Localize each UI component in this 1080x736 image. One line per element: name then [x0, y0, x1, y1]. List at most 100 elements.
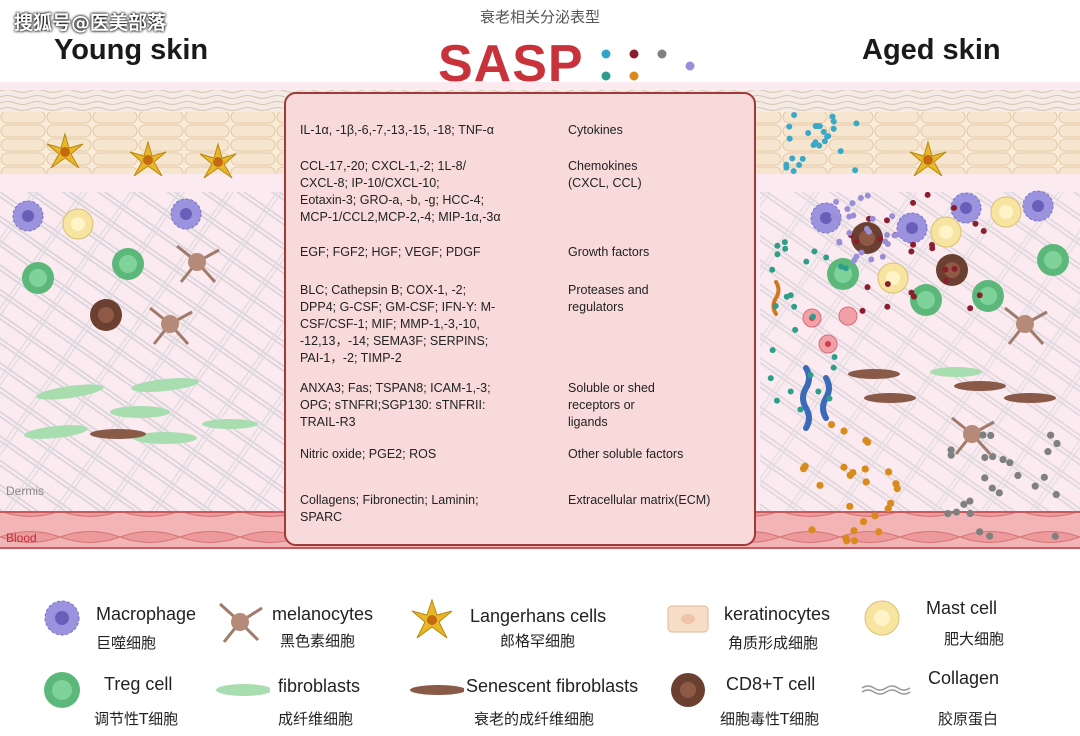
legend-label-zh: 细胞毒性T细胞 — [720, 710, 820, 728]
sasp-particle — [852, 167, 859, 174]
sasp-particle — [790, 168, 797, 175]
sasp-dot — [601, 49, 611, 59]
sasp-particle — [786, 135, 793, 142]
sasp-particle — [803, 258, 810, 265]
senescent-cell — [838, 306, 858, 326]
sasp-particle — [966, 497, 974, 505]
sasp-particle — [840, 463, 848, 471]
sasp-factor-line: CCL-17,-20; CXCL-1,-2; 1L-8/ — [300, 159, 467, 173]
senescent-fibroblast — [864, 393, 916, 403]
sasp-particle — [884, 303, 891, 310]
sasp-particle — [797, 406, 804, 413]
sasp-particle — [951, 204, 958, 211]
sasp-particle — [825, 133, 832, 140]
legend-label: melanocytes — [272, 604, 374, 624]
sasp-particle — [910, 293, 917, 300]
sasp-particle — [980, 227, 987, 234]
sasp-particle — [836, 238, 843, 245]
sasp-factor-line: IL-1α, -1β,-6,-7,-13,-15, -18; TNF-α — [300, 123, 494, 137]
treg-cell — [910, 284, 942, 316]
sasp-category-line: Extracellular matrix(ECM) — [568, 493, 711, 507]
legend: Macrophage 巨噬细胞 melanocytes 黑色素细胞 Langerhans… — [0, 582, 1080, 736]
sasp-particle — [837, 148, 844, 155]
sasp-particle — [827, 420, 836, 429]
sasp-particle — [979, 431, 987, 439]
sasp-particle — [869, 215, 876, 222]
sasp-particle — [840, 427, 848, 435]
sasp-particle — [782, 245, 789, 252]
melanocyte — [1004, 306, 1048, 346]
sasp-particle — [846, 229, 853, 236]
mast-cell — [930, 216, 962, 248]
sasp-particle — [960, 500, 968, 508]
fibroblast — [36, 384, 104, 400]
mast-cell-icon — [864, 600, 900, 636]
treg-cell — [1037, 244, 1069, 276]
sasp-factor-line: BLC; Cathepsin B; COX-1, -2; — [300, 283, 467, 297]
sasp-category: Proteases and regulators — [568, 282, 748, 316]
sasp-particle — [862, 478, 870, 486]
sasp-particle — [821, 138, 828, 145]
legend-label-zh: 成纤维细胞 — [278, 710, 354, 728]
sasp-particle — [789, 155, 796, 162]
sasp-category-line: Proteases and — [568, 283, 649, 297]
sasp-particle — [816, 481, 824, 489]
sasp-factor-line: Nitric oxide; PGE2; ROS — [300, 447, 437, 461]
sasp-factor-line: Collagens; Fibronectin; Laminin; — [300, 493, 479, 507]
sasp-particle — [786, 123, 793, 130]
sasp-particle — [799, 465, 808, 473]
sasp-particle — [787, 388, 794, 395]
sasp-particle — [864, 438, 872, 446]
sasp-particle — [835, 216, 842, 223]
sasp-particle — [1031, 482, 1039, 490]
legend-label: CD8+T cell — [726, 674, 816, 694]
sasp-category-line: receptors or — [568, 398, 635, 412]
sasp-particle — [823, 254, 830, 261]
sasp-particle — [947, 446, 955, 454]
treg-cell — [112, 248, 144, 280]
legend-label: Collagen — [928, 668, 1000, 688]
sasp-particle — [850, 527, 858, 535]
sasp-particle — [846, 502, 854, 510]
mast-cell — [62, 208, 94, 240]
sasp-category-line: Soluble or shed — [568, 381, 655, 395]
senescent-fibroblast — [848, 369, 900, 379]
sasp-particle — [807, 371, 814, 378]
sasp-particle — [884, 468, 893, 476]
cd8-t-cell-icon — [671, 673, 705, 707]
sasp-particle — [767, 375, 774, 382]
keratinocyte-icon — [667, 605, 709, 633]
sasp-particle — [792, 326, 799, 333]
sasp-particle — [791, 112, 798, 119]
langerhans-cell — [46, 132, 84, 169]
sasp-particle — [868, 256, 875, 263]
sasp-particle — [875, 528, 883, 536]
cd8-t-cell — [851, 222, 883, 254]
sasp-category-line: Other soluble factors — [568, 447, 684, 461]
sasp-particle — [883, 217, 890, 224]
melanocyte — [176, 244, 220, 284]
legend-label-zh: 胶原蛋白 — [938, 710, 999, 728]
sasp-particle — [853, 120, 860, 127]
sasp-dot — [657, 49, 667, 59]
sasp-particle — [783, 164, 790, 171]
sasp-particle — [894, 231, 901, 238]
chemokine-chain — [800, 365, 812, 431]
sasp-particle — [871, 512, 879, 520]
melanocyte — [951, 416, 995, 456]
sasp-particle — [850, 537, 859, 545]
macrophage — [1022, 190, 1054, 222]
sasp-particle — [857, 195, 864, 202]
sasp-particle — [910, 199, 917, 206]
sasp-category: Soluble or shed receptors or ligands — [568, 380, 748, 431]
sasp-category: Chemokines (CXCL, CCL) — [568, 158, 748, 192]
legend-label-zh: 调节性T细胞 — [94, 710, 179, 728]
macrophage-icon — [44, 600, 80, 636]
sasp-particle — [815, 388, 822, 395]
langerhans-cell — [199, 142, 237, 179]
sasp-particles — [767, 112, 1061, 545]
sasp-particle — [858, 249, 865, 256]
sasp-particle — [995, 489, 1003, 497]
sasp-particle — [769, 347, 776, 354]
sasp-particle — [981, 474, 989, 482]
